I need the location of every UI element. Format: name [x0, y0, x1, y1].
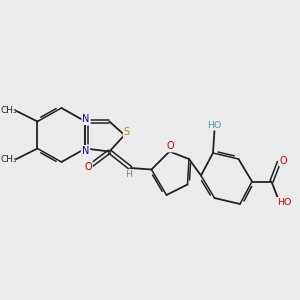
Text: S: S: [124, 127, 130, 137]
Text: O: O: [167, 141, 174, 152]
Text: N: N: [82, 146, 89, 156]
Text: CH₃: CH₃: [1, 154, 17, 164]
Text: CH₃: CH₃: [1, 106, 17, 116]
Text: O: O: [84, 161, 92, 172]
Text: HO: HO: [207, 121, 222, 130]
Text: N: N: [82, 114, 90, 124]
Text: H: H: [125, 170, 133, 179]
Text: O: O: [280, 155, 287, 166]
Text: HO: HO: [277, 198, 292, 207]
